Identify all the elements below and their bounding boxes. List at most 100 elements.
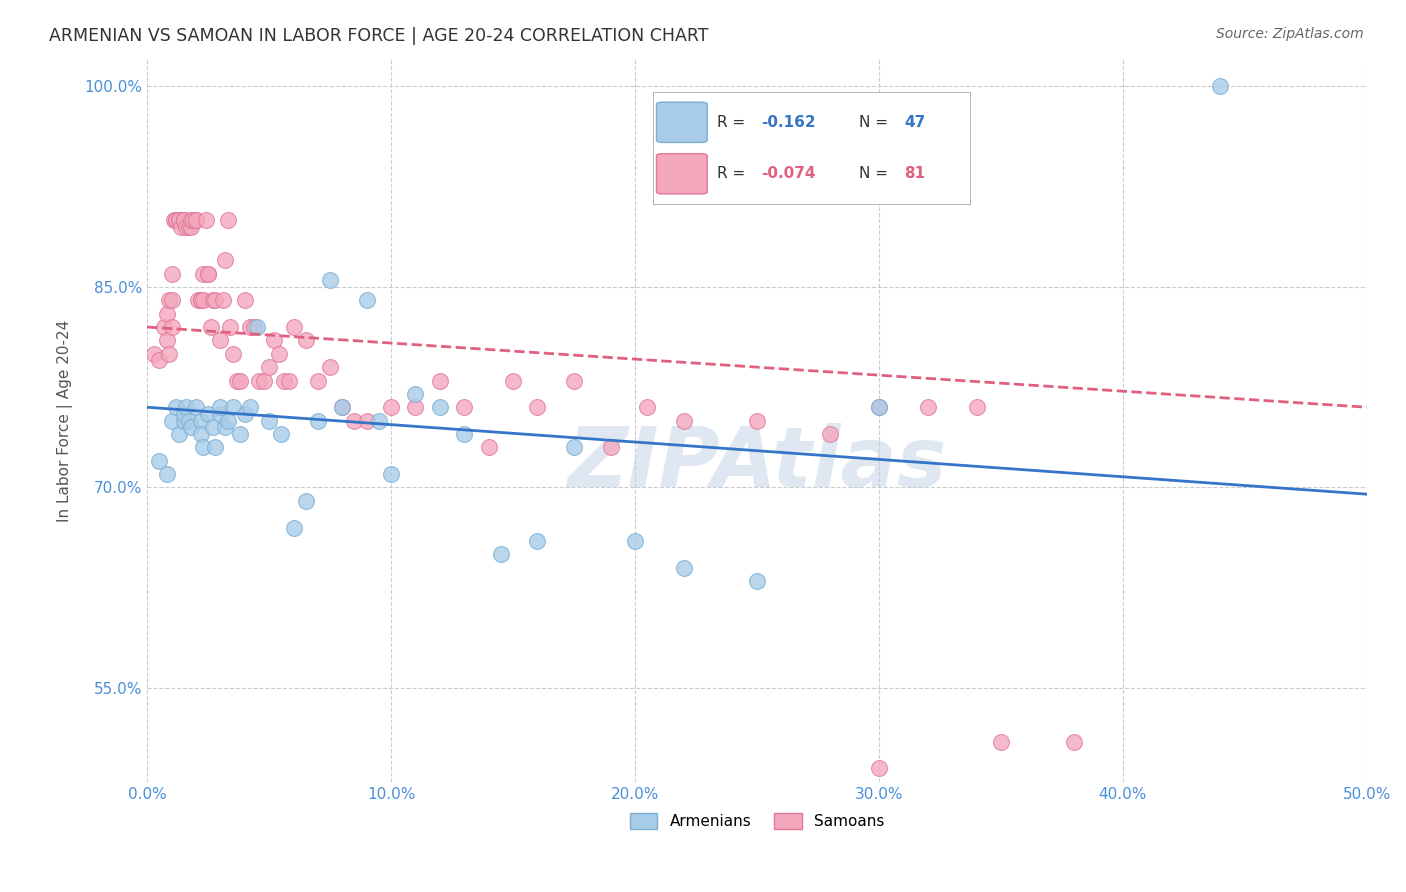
Point bbox=[165, 401, 187, 415]
Point bbox=[1209, 79, 1232, 94]
Point bbox=[367, 414, 389, 428]
Point bbox=[177, 219, 200, 234]
Point bbox=[966, 401, 988, 415]
Point bbox=[257, 414, 280, 428]
Point bbox=[818, 427, 841, 442]
Point bbox=[173, 414, 195, 428]
Point bbox=[214, 420, 236, 434]
Point bbox=[156, 307, 179, 321]
Point bbox=[197, 407, 219, 421]
Point bbox=[184, 213, 207, 227]
Point bbox=[211, 293, 233, 308]
Text: Source: ZipAtlas.com: Source: ZipAtlas.com bbox=[1216, 27, 1364, 41]
Point bbox=[990, 734, 1012, 748]
Point bbox=[167, 213, 190, 227]
Point bbox=[562, 374, 585, 388]
Point bbox=[246, 320, 269, 334]
Point bbox=[167, 213, 190, 227]
Point bbox=[453, 427, 475, 442]
Point bbox=[319, 273, 342, 287]
Point bbox=[221, 347, 243, 361]
Point bbox=[429, 401, 451, 415]
Point bbox=[156, 467, 179, 482]
Point bbox=[253, 374, 276, 388]
Point bbox=[184, 213, 207, 227]
Point bbox=[233, 293, 256, 308]
Point bbox=[204, 293, 226, 308]
Point bbox=[197, 267, 219, 281]
Point bbox=[283, 320, 305, 334]
Point bbox=[143, 347, 166, 361]
Point bbox=[173, 213, 195, 227]
Point bbox=[229, 427, 252, 442]
Point bbox=[190, 427, 212, 442]
Point bbox=[478, 441, 501, 455]
Point bbox=[356, 414, 378, 428]
Point bbox=[177, 414, 200, 428]
Point bbox=[187, 293, 209, 308]
Point bbox=[180, 219, 202, 234]
Point bbox=[380, 401, 402, 415]
Point bbox=[257, 360, 280, 375]
Point bbox=[405, 401, 427, 415]
Point bbox=[243, 320, 266, 334]
Point bbox=[163, 213, 186, 227]
Point bbox=[868, 761, 890, 775]
Point bbox=[193, 441, 215, 455]
Point bbox=[453, 401, 475, 415]
Point bbox=[170, 219, 193, 234]
Point bbox=[160, 320, 183, 334]
Point bbox=[502, 374, 524, 388]
Point bbox=[489, 547, 512, 561]
Point bbox=[160, 293, 183, 308]
Point bbox=[214, 253, 236, 268]
Point bbox=[672, 414, 695, 428]
Point bbox=[745, 574, 768, 588]
Point bbox=[190, 414, 212, 428]
Point bbox=[745, 414, 768, 428]
Point bbox=[165, 213, 187, 227]
Point bbox=[1063, 734, 1085, 748]
Point bbox=[173, 407, 195, 421]
Point bbox=[330, 401, 353, 415]
Point bbox=[526, 533, 548, 548]
Point bbox=[526, 401, 548, 415]
Point bbox=[562, 441, 585, 455]
Point bbox=[217, 213, 239, 227]
Point bbox=[165, 213, 187, 227]
Point bbox=[183, 213, 205, 227]
Point bbox=[239, 401, 262, 415]
Point bbox=[330, 401, 353, 415]
Point bbox=[157, 293, 180, 308]
Point bbox=[148, 353, 170, 368]
Point bbox=[294, 334, 316, 348]
Y-axis label: In Labor Force | Age 20-24: In Labor Force | Age 20-24 bbox=[58, 319, 73, 522]
Point bbox=[233, 407, 256, 421]
Point bbox=[599, 441, 621, 455]
Text: ZIPAtlas: ZIPAtlas bbox=[567, 424, 946, 505]
Point bbox=[219, 320, 242, 334]
Point bbox=[294, 493, 316, 508]
Point bbox=[307, 374, 329, 388]
Point bbox=[160, 414, 183, 428]
Point bbox=[200, 320, 222, 334]
Point bbox=[148, 454, 170, 468]
Point bbox=[204, 441, 226, 455]
Point bbox=[193, 267, 215, 281]
Point bbox=[270, 427, 292, 442]
Point bbox=[190, 293, 212, 308]
Point bbox=[174, 219, 197, 234]
Point bbox=[209, 334, 232, 348]
Point bbox=[273, 374, 295, 388]
Point bbox=[239, 320, 262, 334]
Point bbox=[405, 387, 427, 401]
Point bbox=[194, 213, 217, 227]
Point bbox=[173, 213, 195, 227]
Point bbox=[209, 407, 232, 421]
Point bbox=[167, 427, 190, 442]
Point bbox=[209, 401, 232, 415]
Point bbox=[180, 213, 202, 227]
Point bbox=[153, 320, 176, 334]
Point bbox=[636, 401, 658, 415]
Point bbox=[197, 267, 219, 281]
